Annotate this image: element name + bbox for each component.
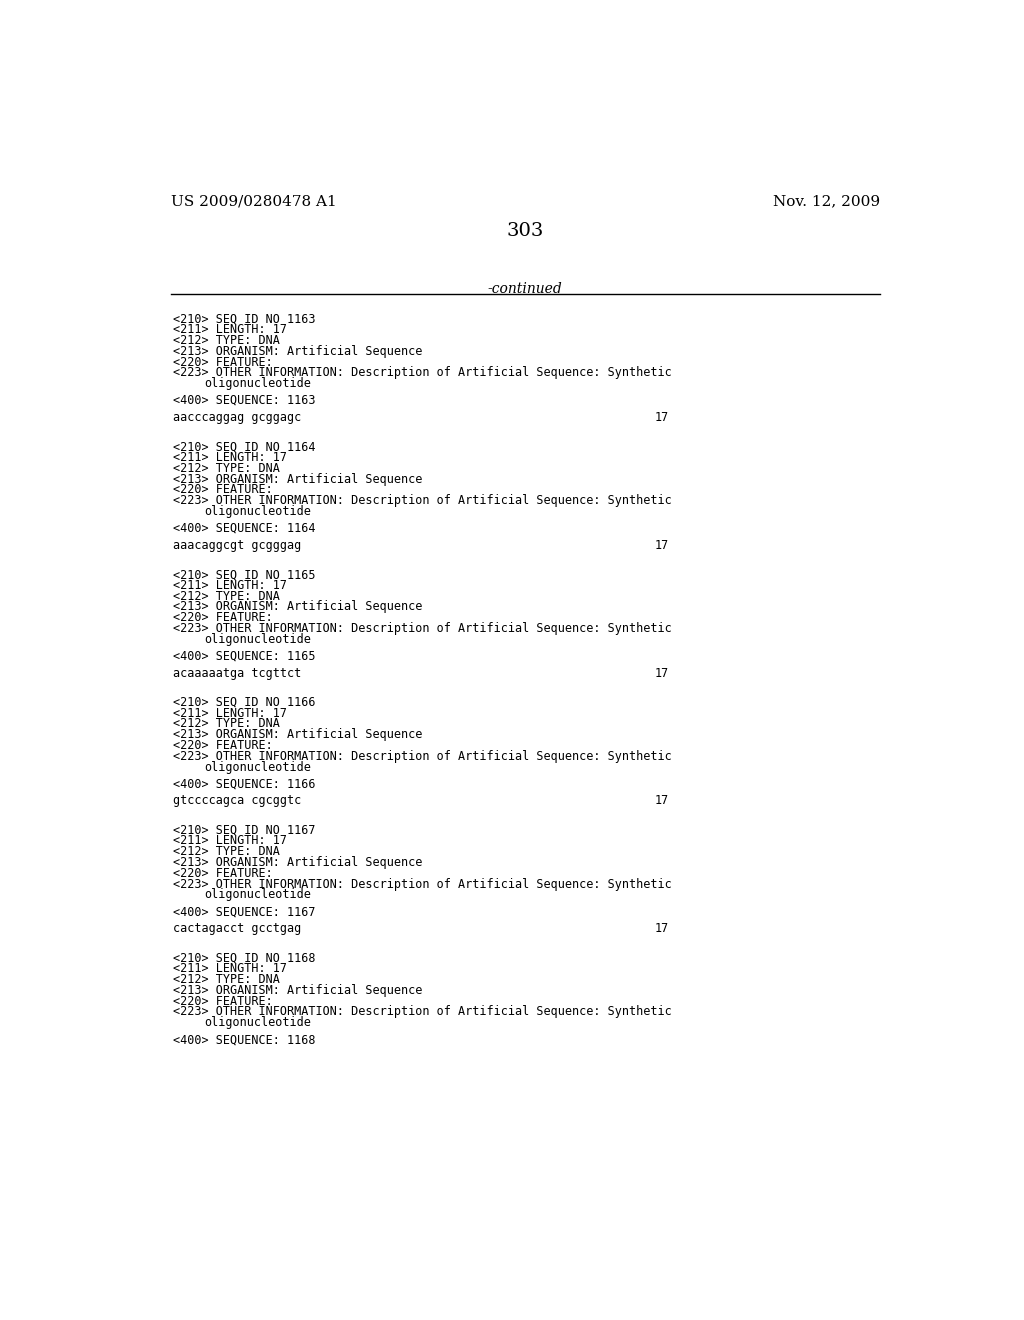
Text: oligonucleotide: oligonucleotide: [204, 760, 311, 774]
Text: <211> LENGTH: 17: <211> LENGTH: 17: [173, 323, 287, 337]
Text: 17: 17: [655, 539, 670, 552]
Text: <210> SEQ ID NO 1167: <210> SEQ ID NO 1167: [173, 824, 315, 837]
Text: <210> SEQ ID NO 1166: <210> SEQ ID NO 1166: [173, 696, 315, 709]
Text: <212> TYPE: DNA: <212> TYPE: DNA: [173, 462, 280, 475]
Text: <212> TYPE: DNA: <212> TYPE: DNA: [173, 718, 280, 730]
Text: <220> FEATURE:: <220> FEATURE:: [173, 483, 272, 496]
Text: <213> ORGANISM: Artificial Sequence: <213> ORGANISM: Artificial Sequence: [173, 345, 422, 358]
Text: aacccaggag gcggagc: aacccaggag gcggagc: [173, 411, 301, 424]
Text: oligonucleotide: oligonucleotide: [204, 888, 311, 902]
Text: oligonucleotide: oligonucleotide: [204, 1016, 311, 1030]
Text: <210> SEQ ID NO 1168: <210> SEQ ID NO 1168: [173, 952, 315, 965]
Text: <211> LENGTH: 17: <211> LENGTH: 17: [173, 579, 287, 591]
Text: <400> SEQUENCE: 1168: <400> SEQUENCE: 1168: [173, 1034, 315, 1047]
Text: cactagacct gcctgag: cactagacct gcctgag: [173, 923, 301, 936]
Text: <220> FEATURE:: <220> FEATURE:: [173, 355, 272, 368]
Text: <213> ORGANISM: Artificial Sequence: <213> ORGANISM: Artificial Sequence: [173, 983, 422, 997]
Text: 17: 17: [655, 923, 670, 936]
Text: <400> SEQUENCE: 1165: <400> SEQUENCE: 1165: [173, 649, 315, 663]
Text: <212> TYPE: DNA: <212> TYPE: DNA: [173, 845, 280, 858]
Text: <211> LENGTH: 17: <211> LENGTH: 17: [173, 706, 287, 719]
Text: <220> FEATURE:: <220> FEATURE:: [173, 867, 272, 880]
Text: <220> FEATURE:: <220> FEATURE:: [173, 739, 272, 752]
Text: gtccccagca cgcggtc: gtccccagca cgcggtc: [173, 795, 301, 808]
Text: <211> LENGTH: 17: <211> LENGTH: 17: [173, 962, 287, 975]
Text: oligonucleotide: oligonucleotide: [204, 632, 311, 645]
Text: <213> ORGANISM: Artificial Sequence: <213> ORGANISM: Artificial Sequence: [173, 601, 422, 614]
Text: US 2009/0280478 A1: US 2009/0280478 A1: [171, 194, 336, 209]
Text: oligonucleotide: oligonucleotide: [204, 378, 311, 391]
Text: 17: 17: [655, 795, 670, 808]
Text: <211> LENGTH: 17: <211> LENGTH: 17: [173, 834, 287, 847]
Text: <400> SEQUENCE: 1167: <400> SEQUENCE: 1167: [173, 906, 315, 919]
Text: oligonucleotide: oligonucleotide: [204, 506, 311, 517]
Text: <211> LENGTH: 17: <211> LENGTH: 17: [173, 451, 287, 465]
Text: <213> ORGANISM: Artificial Sequence: <213> ORGANISM: Artificial Sequence: [173, 473, 422, 486]
Text: <210> SEQ ID NO 1163: <210> SEQ ID NO 1163: [173, 313, 315, 326]
Text: <223> OTHER INFORMATION: Description of Artificial Sequence: Synthetic: <223> OTHER INFORMATION: Description of …: [173, 367, 672, 379]
Text: aaacaggcgt gcgggag: aaacaggcgt gcgggag: [173, 539, 301, 552]
Text: <400> SEQUENCE: 1164: <400> SEQUENCE: 1164: [173, 521, 315, 535]
Text: 17: 17: [655, 667, 670, 680]
Text: <212> TYPE: DNA: <212> TYPE: DNA: [173, 590, 280, 603]
Text: 17: 17: [655, 411, 670, 424]
Text: <223> OTHER INFORMATION: Description of Artificial Sequence: Synthetic: <223> OTHER INFORMATION: Description of …: [173, 622, 672, 635]
Text: <220> FEATURE:: <220> FEATURE:: [173, 611, 272, 624]
Text: -continued: -continued: [487, 281, 562, 296]
Text: <400> SEQUENCE: 1163: <400> SEQUENCE: 1163: [173, 395, 315, 407]
Text: <210> SEQ ID NO 1165: <210> SEQ ID NO 1165: [173, 568, 315, 581]
Text: <223> OTHER INFORMATION: Description of Artificial Sequence: Synthetic: <223> OTHER INFORMATION: Description of …: [173, 494, 672, 507]
Text: <400> SEQUENCE: 1166: <400> SEQUENCE: 1166: [173, 777, 315, 791]
Text: <212> TYPE: DNA: <212> TYPE: DNA: [173, 973, 280, 986]
Text: Nov. 12, 2009: Nov. 12, 2009: [773, 194, 880, 209]
Text: <223> OTHER INFORMATION: Description of Artificial Sequence: Synthetic: <223> OTHER INFORMATION: Description of …: [173, 1006, 672, 1019]
Text: <213> ORGANISM: Artificial Sequence: <213> ORGANISM: Artificial Sequence: [173, 857, 422, 869]
Text: <213> ORGANISM: Artificial Sequence: <213> ORGANISM: Artificial Sequence: [173, 729, 422, 742]
Text: <220> FEATURE:: <220> FEATURE:: [173, 995, 272, 1007]
Text: <212> TYPE: DNA: <212> TYPE: DNA: [173, 334, 280, 347]
Text: <223> OTHER INFORMATION: Description of Artificial Sequence: Synthetic: <223> OTHER INFORMATION: Description of …: [173, 878, 672, 891]
Text: <210> SEQ ID NO 1164: <210> SEQ ID NO 1164: [173, 441, 315, 453]
Text: <223> OTHER INFORMATION: Description of Artificial Sequence: Synthetic: <223> OTHER INFORMATION: Description of …: [173, 750, 672, 763]
Text: 303: 303: [506, 222, 544, 239]
Text: acaaaaatga tcgttct: acaaaaatga tcgttct: [173, 667, 301, 680]
